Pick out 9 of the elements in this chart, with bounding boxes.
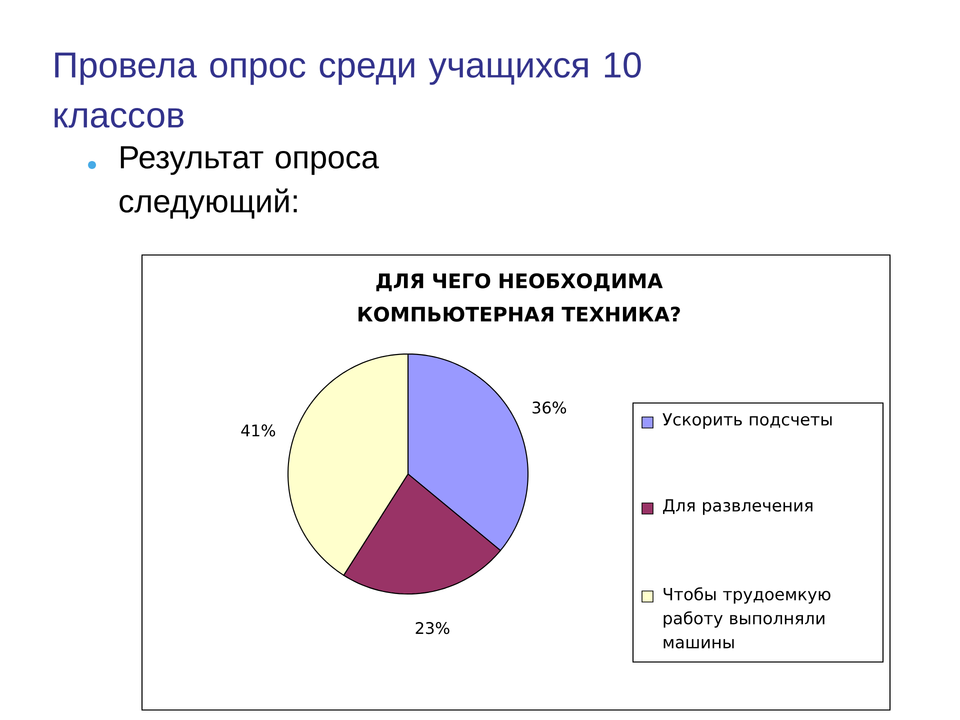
legend-label: Чтобы трудоемкую работу выполняли машины xyxy=(664,587,830,648)
data-label: 36% xyxy=(532,402,566,414)
chart-subtitle: Результат опроса следующий: xyxy=(120,146,379,219)
data-label: 23% xyxy=(416,622,450,634)
chart-title: Провела опрос среди учащихся 10 классов xyxy=(54,52,641,128)
legend-label: Ускорить подсчеты xyxy=(662,413,832,429)
legend-label: Для развлечения xyxy=(663,499,812,515)
data-label: 41% xyxy=(241,424,276,437)
text: ДЛЯ ЧЕГО НЕОБХОДИМА КОМПЬЮТЕРНАЯ ТЕХНИКА? xyxy=(358,273,680,322)
